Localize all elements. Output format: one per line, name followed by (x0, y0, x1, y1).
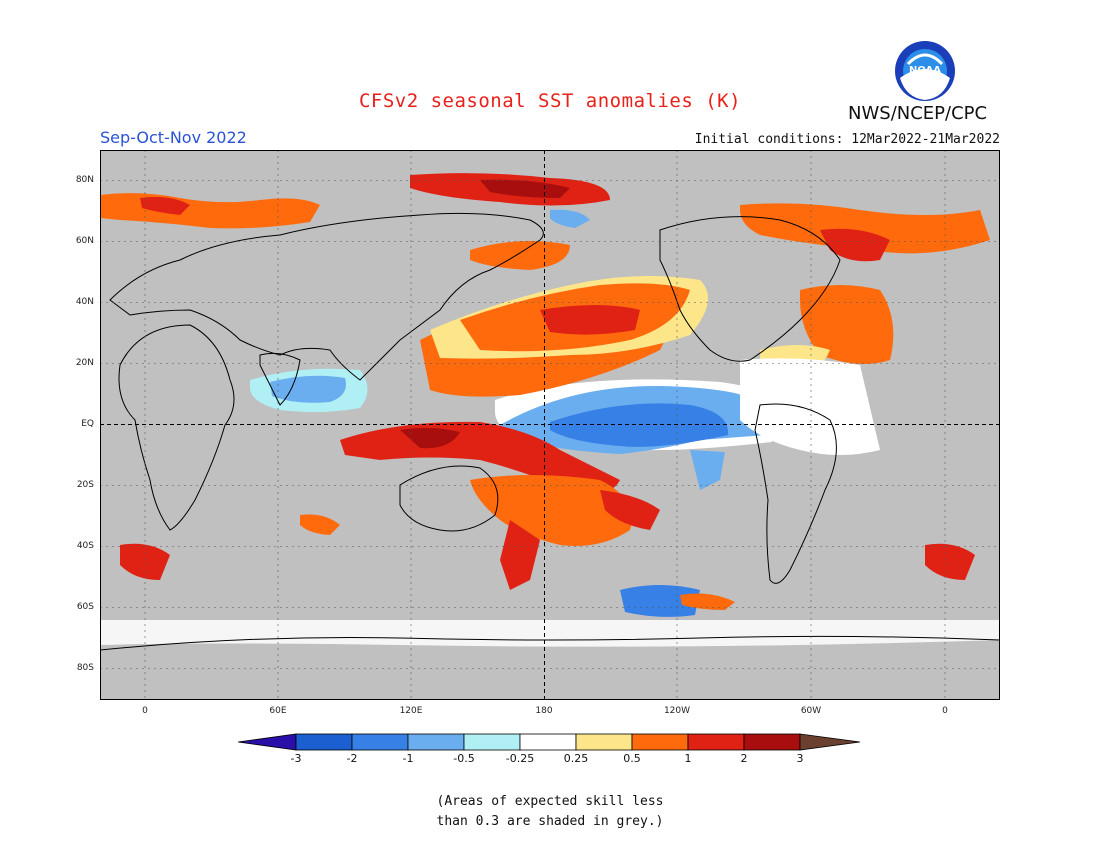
cool-anomaly-patches (250, 209, 700, 617)
colorbar-label: -3 (290, 752, 302, 765)
colorbar-label: 0.5 (623, 752, 641, 765)
colorbar-bin (351, 733, 409, 751)
colorbar-bin (687, 733, 745, 751)
colorbar-bin (295, 733, 353, 751)
southern-warm-spots (120, 514, 975, 610)
lon-label-120w: 120W (663, 706, 691, 716)
footnote-line-2: than 0.3 are shaded in grey.) (436, 814, 664, 829)
footnote-line-1: (Areas of expected skill less (436, 794, 664, 809)
lon-label-0: 0 (142, 706, 148, 716)
colorbar-label: -1 (402, 752, 414, 765)
lat-label-60s: 60S (76, 602, 94, 612)
lat-label-40s: 40S (76, 541, 94, 551)
coastlines (100, 212, 1000, 651)
colorbar-gt-plus3 (799, 733, 861, 751)
colorbar-bin (407, 733, 465, 751)
lat-label-80n: 80N (75, 175, 94, 185)
season-label: Sep-Oct-Nov 2022 (100, 128, 247, 147)
north-atlantic-warm-anomaly (100, 173, 990, 380)
colorbar-label: 3 (796, 752, 804, 765)
lon-label-60w: 60W (800, 706, 822, 716)
colorbar-bin (743, 733, 801, 751)
colorbar-label: 2 (740, 752, 748, 765)
lat-label-60n: 60N (75, 236, 94, 246)
colorbar-bin (463, 733, 521, 751)
initial-conditions-label: Initial conditions: 12Mar2022-21Mar2022 (694, 132, 1000, 147)
lat-label-80s: 80S (76, 663, 94, 673)
colorbar-label: -0.25 (505, 752, 535, 765)
lat-label-20s: 20S (76, 480, 94, 490)
graticule (100, 150, 1000, 700)
colorbar-bin (631, 733, 689, 751)
noaa-logo: NOAA (894, 40, 956, 106)
logo-text: NOAA (909, 65, 941, 76)
colorbar-label: -2 (346, 752, 358, 765)
near-zero-bands (100, 358, 1000, 647)
chart-title: CFSv2 seasonal SST anomalies (K) (358, 90, 742, 112)
colorbar-label: 1 (684, 752, 692, 765)
lat-label-40n: 40N (75, 297, 94, 307)
map-frame (100, 150, 1000, 700)
colorbar-bin (575, 733, 633, 751)
colorbar-label: -0.5 (453, 752, 475, 765)
cold-tongue-anomaly (495, 378, 775, 490)
colorbar (237, 733, 862, 757)
agency-label: NWS/NCEP/CPC (848, 103, 988, 124)
sst-anomaly-map (100, 150, 1000, 704)
lon-label-0-east: 0 (942, 706, 948, 716)
lat-label-eq: EQ (81, 419, 94, 429)
lon-label-60e: 60E (269, 706, 287, 716)
colorbar-lt-minus3 (237, 733, 297, 751)
colorbar-label: 0.25 (563, 752, 589, 765)
south-pacific-warm-anomaly (470, 475, 660, 590)
lon-label-180: 180 (535, 706, 553, 716)
colorbar-bin (519, 733, 577, 751)
lon-label-120e: 120E (399, 706, 423, 716)
skill-footnote: (Areas of expected skill less than 0.3 a… (0, 792, 1100, 832)
lat-label-20n: 20N (75, 358, 94, 368)
